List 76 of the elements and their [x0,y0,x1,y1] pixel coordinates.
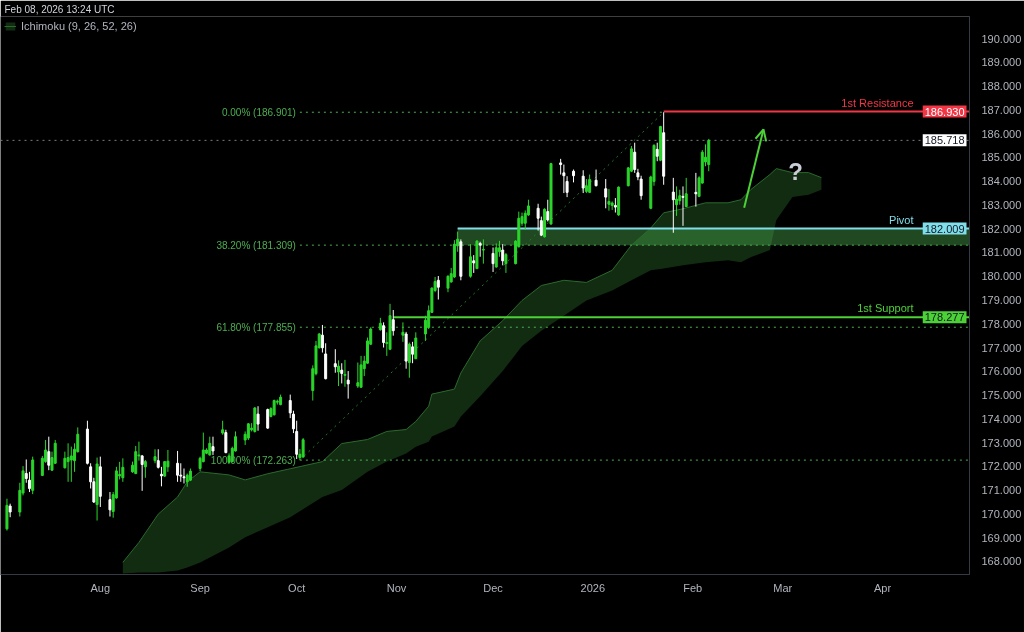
candlestick [333,348,337,374]
candlestick [655,142,659,162]
y-tick-label: 185.000 [981,151,1022,164]
y-tick-label: 179.000 [981,294,1022,307]
x-tick-label: Apr [874,581,892,594]
series-label: 1st Resistance [841,96,914,109]
y-tick-label: 186.000 [981,127,1022,140]
series-label: 61.80% (177.855) [216,321,296,333]
y-tick-label: 182.000 [981,222,1022,235]
series-label: Pivot [889,213,914,226]
candlestick [256,405,260,432]
x-tick-label: 2026 [580,581,606,594]
candlestick [546,199,550,223]
y-tick-label: 173.000 [981,436,1022,449]
candlestick [108,491,112,518]
series-label: 0.00% (186.901) [221,106,296,118]
candlestick [401,321,405,343]
annotation: ? [788,158,803,186]
y-tick-label: 189.000 [981,56,1022,69]
candlestick [340,362,344,384]
chart-title: Feb 08, 2026 13:24 UTC [4,4,115,15]
candlestick [47,436,51,471]
y-tick-label: 188.000 [981,80,1022,93]
candlestick [69,446,73,483]
y-tick-label: 172.000 [981,460,1022,473]
x-tick-label: Nov [386,581,407,594]
candlestick [356,362,360,389]
y-tick-label: 190.000 [981,32,1022,45]
x-tick-label: Mar [773,581,793,594]
y-tick-label: 177.000 [981,341,1022,354]
y-tick-label: 171.000 [981,484,1022,497]
data-label: 186.930 [924,105,965,118]
candlestick [166,449,170,473]
y-tick-label: 170.000 [981,507,1022,520]
y-tick-label: 178.000 [981,317,1022,330]
legend-label: Ichimoku (9, 26, 52, 26) [21,20,137,32]
x-tick-label: Dec [483,581,504,594]
candlestick [604,178,608,209]
ref-line-label: 185.718 [924,134,965,147]
y-tick-label: 184.000 [981,175,1022,188]
candlestick [407,342,411,379]
candlestick [211,436,215,456]
candlestick [504,252,508,274]
x-tick-label: Sep [190,581,210,594]
candlestick [501,243,505,266]
data-label: 178.277 [924,311,965,324]
y-tick-label: 175.000 [981,389,1022,402]
candlestick [411,341,415,364]
candlestick [414,331,418,360]
candlestick [382,321,386,349]
x-tick-label: Feb [683,581,703,594]
candlestick [346,370,350,400]
candlestick [391,309,395,337]
data-label: 182.009 [924,222,965,235]
candlestick [491,246,495,273]
candlestick [594,169,598,187]
series-label: 38.20% (181.309) [216,239,296,251]
candlestick [301,437,305,458]
candlestick [684,177,688,208]
x-tick-label: Oct [288,581,306,594]
y-tick-label: 168.000 [981,555,1022,568]
series-label: 1st Support [857,302,914,315]
y-tick-label: 174.000 [981,412,1022,425]
candlestick [179,462,183,483]
y-tick-label: 176.000 [981,365,1022,378]
candlestick [176,450,180,483]
candlestick [359,355,363,389]
y-tick-label: 169.000 [981,531,1022,544]
y-tick-label: 183.000 [981,198,1022,211]
candlestick [536,203,540,232]
y-tick-label: 181.000 [981,246,1022,259]
candlestick [671,177,675,234]
y-tick-label: 180.000 [981,270,1022,283]
x-tick-label: Aug [90,581,111,594]
y-tick-label: 187.000 [981,103,1022,116]
candlestick [153,448,157,464]
